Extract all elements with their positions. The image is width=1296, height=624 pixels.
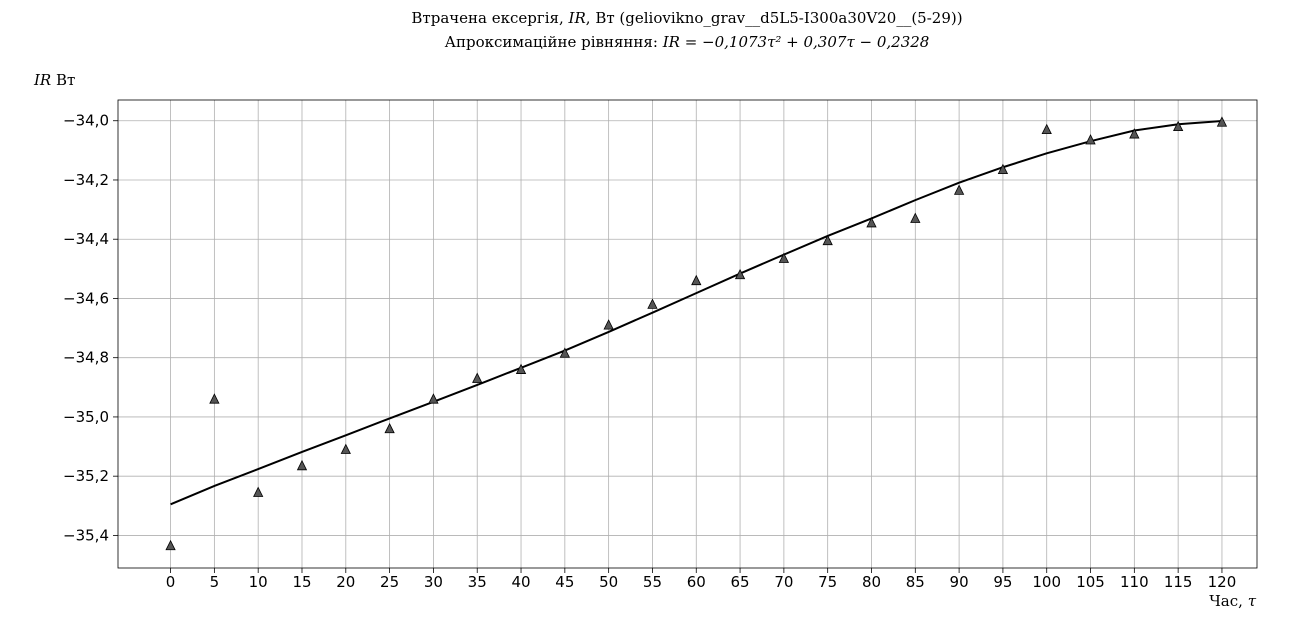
data-point xyxy=(296,459,308,471)
data-point xyxy=(603,319,614,330)
data-point xyxy=(1129,128,1140,139)
x-tick-label: 115 xyxy=(1164,573,1193,591)
data-point xyxy=(778,252,790,263)
x-tick-label: 90 xyxy=(950,573,969,591)
y-tick-label: −34,6 xyxy=(63,289,109,307)
data-point xyxy=(340,443,351,454)
x-tick-label: 10 xyxy=(249,573,268,591)
data-point xyxy=(253,486,264,497)
x-tick-label: 75 xyxy=(818,573,837,591)
x-tick-label: 20 xyxy=(336,573,355,591)
data-point xyxy=(647,298,658,309)
y-tick-label: −34,4 xyxy=(63,230,109,248)
data-point xyxy=(822,234,833,246)
data-point xyxy=(910,212,921,223)
y-tick-label: −35,4 xyxy=(63,526,109,544)
x-tick-label: 120 xyxy=(1208,573,1237,591)
data-point xyxy=(559,347,570,358)
data-point xyxy=(1172,120,1184,132)
x-tick-label: 25 xyxy=(380,573,399,591)
plot-frame xyxy=(117,99,1258,569)
data-point xyxy=(953,184,965,195)
data-point xyxy=(384,422,395,434)
y-tick-label: −34,2 xyxy=(63,171,109,189)
x-tick-label: 70 xyxy=(774,573,793,591)
data-point xyxy=(1216,116,1228,127)
data-point xyxy=(691,274,702,286)
x-tick-label: 80 xyxy=(862,573,881,591)
y-tick-label: −35,0 xyxy=(63,408,109,426)
x-tick-label: 5 xyxy=(210,573,220,591)
x-tick-label: 0 xyxy=(166,573,176,591)
x-tick-label: 65 xyxy=(731,573,750,591)
data-point xyxy=(165,539,176,551)
y-tick-label: −35,2 xyxy=(63,467,109,485)
x-axis-label: Час, τ xyxy=(1209,592,1256,610)
x-tick-label: 45 xyxy=(555,573,574,591)
x-tick-label: 30 xyxy=(424,573,443,591)
data-point xyxy=(472,372,483,383)
data-point xyxy=(734,268,746,280)
data-point xyxy=(1085,134,1096,145)
x-tick-label: 50 xyxy=(599,573,618,591)
data-point xyxy=(1041,123,1052,135)
x-tick-label: 60 xyxy=(687,573,706,591)
data-point xyxy=(997,163,1009,175)
x-tick-label: 110 xyxy=(1120,573,1149,591)
y-axis-label: IR Вт xyxy=(34,71,76,89)
data-point xyxy=(209,393,220,404)
x-tick-label: 100 xyxy=(1032,573,1061,591)
y-tick-label: −34,8 xyxy=(63,349,109,367)
approximation-line xyxy=(170,120,1223,506)
data-point xyxy=(428,393,439,404)
chart-subtitle: Апроксимаційне рівняння: IR = −0,1073τ² … xyxy=(444,33,930,51)
data-point xyxy=(515,363,527,374)
x-tick-label: 85 xyxy=(906,573,925,591)
y-tick-label: −34,0 xyxy=(63,112,109,130)
data-point xyxy=(866,217,877,228)
x-tick-label: 35 xyxy=(468,573,487,591)
x-tick-label: 55 xyxy=(643,573,662,591)
x-tick-label: 95 xyxy=(993,573,1012,591)
x-tick-label: 40 xyxy=(511,573,530,591)
x-tick-label: 15 xyxy=(292,573,311,591)
chart-title: Втрачена ексергія, IR, Вт (geliovikno_gr… xyxy=(411,9,963,27)
x-tick-label: 105 xyxy=(1076,573,1105,591)
